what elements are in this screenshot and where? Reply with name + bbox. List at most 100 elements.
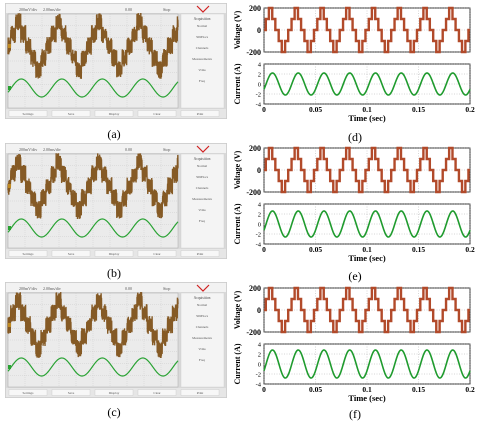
scope-softkey-label: Clear [153, 112, 161, 116]
current-tick-label: 0 [258, 82, 261, 89]
scope-softkey [180, 110, 220, 117]
scope-softkey-label: Print [197, 112, 204, 116]
scope-side-item: Channels [196, 46, 209, 50]
current-axis-label: Current (A) [233, 343, 242, 384]
scope-softkey-label: Settings [23, 112, 35, 116]
scope-side-item: Channels [196, 186, 209, 190]
scope-side-item: Normal [197, 24, 207, 28]
scope-softkey [94, 250, 134, 257]
current-tick-label: 2 [258, 72, 261, 79]
scope-side-title: Acquisition [194, 17, 211, 21]
scope-side-item: Freq [199, 219, 206, 223]
voltage-series-line [264, 146, 470, 194]
current-tick-label: 4 [258, 342, 262, 349]
scope-softkey [137, 389, 177, 396]
scope-softkey-label: Print [197, 391, 204, 395]
panel-label-c: (c) [107, 405, 121, 419]
scope-side-title: Acquisition [194, 157, 211, 161]
scope-status-text: 2.00ms/div [43, 147, 61, 152]
current-tick-label: 4 [258, 202, 262, 209]
x-tick-label: 0 [262, 385, 266, 394]
voltage-axis-label: Voltage (V) [233, 290, 242, 329]
current-series-line [263, 210, 471, 238]
current-series-line [263, 72, 471, 96]
scope-status-bar [6, 4, 226, 13]
scope-status-text: Stop [163, 7, 170, 12]
voltage-tick-label: 0 [257, 306, 261, 315]
x-tick-label: 0.1 [362, 105, 372, 114]
scope-softkey-label: Display [109, 391, 120, 395]
scope-side-title: Acquisition [194, 296, 211, 300]
scope-side-item: Measurements [192, 57, 212, 61]
scope-side-item: Measurements [192, 197, 212, 201]
scope-current-trace [7, 78, 179, 98]
current-tick-label: -4 [256, 242, 262, 249]
scope-current-trace [7, 218, 179, 238]
scope-brand-logo-icon [196, 284, 210, 292]
current-tick-label: 4 [258, 62, 262, 69]
current-tick-label: 0 [258, 362, 261, 369]
x-tick-label: 0 [262, 105, 266, 114]
scope-side-item: Normal [197, 303, 207, 307]
scope-channel1-marker [8, 323, 11, 327]
scope-status-text: 200mV/div [19, 7, 37, 12]
voltage-axis-label: Voltage (V) [233, 150, 242, 189]
scope-softkey [51, 389, 91, 396]
voltage-tick-label: 200 [249, 144, 261, 153]
x-tick-label: 0.2 [465, 385, 475, 394]
x-tick-label: 0.1 [362, 245, 372, 254]
scope-softkey-label: Display [109, 252, 120, 256]
oscilloscope-capture-c: 200mV/div 2.00ms/div 0.00 Stop Acquisition No… [5, 282, 227, 398]
scope-side-menu [180, 292, 225, 388]
scope-status-text: 0.00 [125, 147, 132, 152]
scope-side-item: Freq [199, 358, 206, 362]
current-tick-label: -2 [256, 92, 261, 99]
x-tick-label: 0.2 [465, 105, 475, 114]
current-axis-label: Current (A) [233, 63, 242, 104]
panel-label-b: (b) [107, 266, 121, 280]
current-tick-label: 2 [258, 212, 261, 219]
current-axis-label: Current (A) [233, 203, 242, 244]
voltage-series-line [264, 286, 470, 334]
scope-side-item: 50MSa/s [196, 314, 209, 318]
x-axis-label: Time (sec) [348, 393, 386, 403]
scope-status-bar [6, 283, 226, 292]
scope-softkey [94, 110, 134, 117]
scope-softkey-label: Clear [153, 252, 161, 256]
voltage-tick-label: 200 [249, 284, 261, 293]
oscilloscope-capture-b: 200mV/div 2.00ms/div 0.00 Stop Acquisition No… [5, 143, 227, 259]
scope-softkey-label: Settings [23, 252, 35, 256]
current-series-line [263, 349, 471, 379]
scope-softkey [51, 250, 91, 257]
scope-side-item: Vrms [198, 208, 206, 212]
scope-softkey [180, 389, 220, 396]
scope-softkey [51, 110, 91, 117]
current-tick-label: -4 [256, 382, 262, 389]
scope-side-item: Normal [197, 164, 207, 168]
scope-side-item: 50MSa/s [196, 35, 209, 39]
x-tick-label: 0.15 [412, 105, 425, 114]
panel-label-f: (f) [349, 407, 361, 421]
voltage-tick-label: 0 [257, 26, 261, 35]
scope-channel2-marker [8, 365, 11, 369]
scope-softkey-label: Display [109, 112, 120, 116]
scope-channel2-marker [8, 86, 11, 90]
current-tick-label: 0 [258, 222, 261, 229]
oscilloscope-capture-a: 200mV/div 2.00ms/div 0.00 Stop Acquisition No… [5, 3, 227, 119]
scope-brand-logo-icon [196, 5, 210, 13]
voltage-tick-label: 200 [249, 4, 261, 13]
scope-side-menu [180, 13, 225, 109]
x-tick-label: 0 [262, 245, 266, 254]
scope-softkey [137, 110, 177, 117]
scope-brand-logo-icon [196, 145, 210, 153]
scope-channel1-marker [8, 184, 11, 188]
current-tick-label: -2 [256, 232, 261, 239]
scope-softkey-label: Save [68, 252, 75, 256]
scope-status-text: 2.00ms/div [43, 286, 61, 291]
current-tick-label: -4 [256, 102, 262, 109]
scope-status-text: 0.00 [125, 7, 132, 12]
panel-label-a: (a) [107, 127, 121, 141]
scope-side-menu [180, 153, 225, 249]
scope-status-text: Stop [163, 147, 170, 152]
